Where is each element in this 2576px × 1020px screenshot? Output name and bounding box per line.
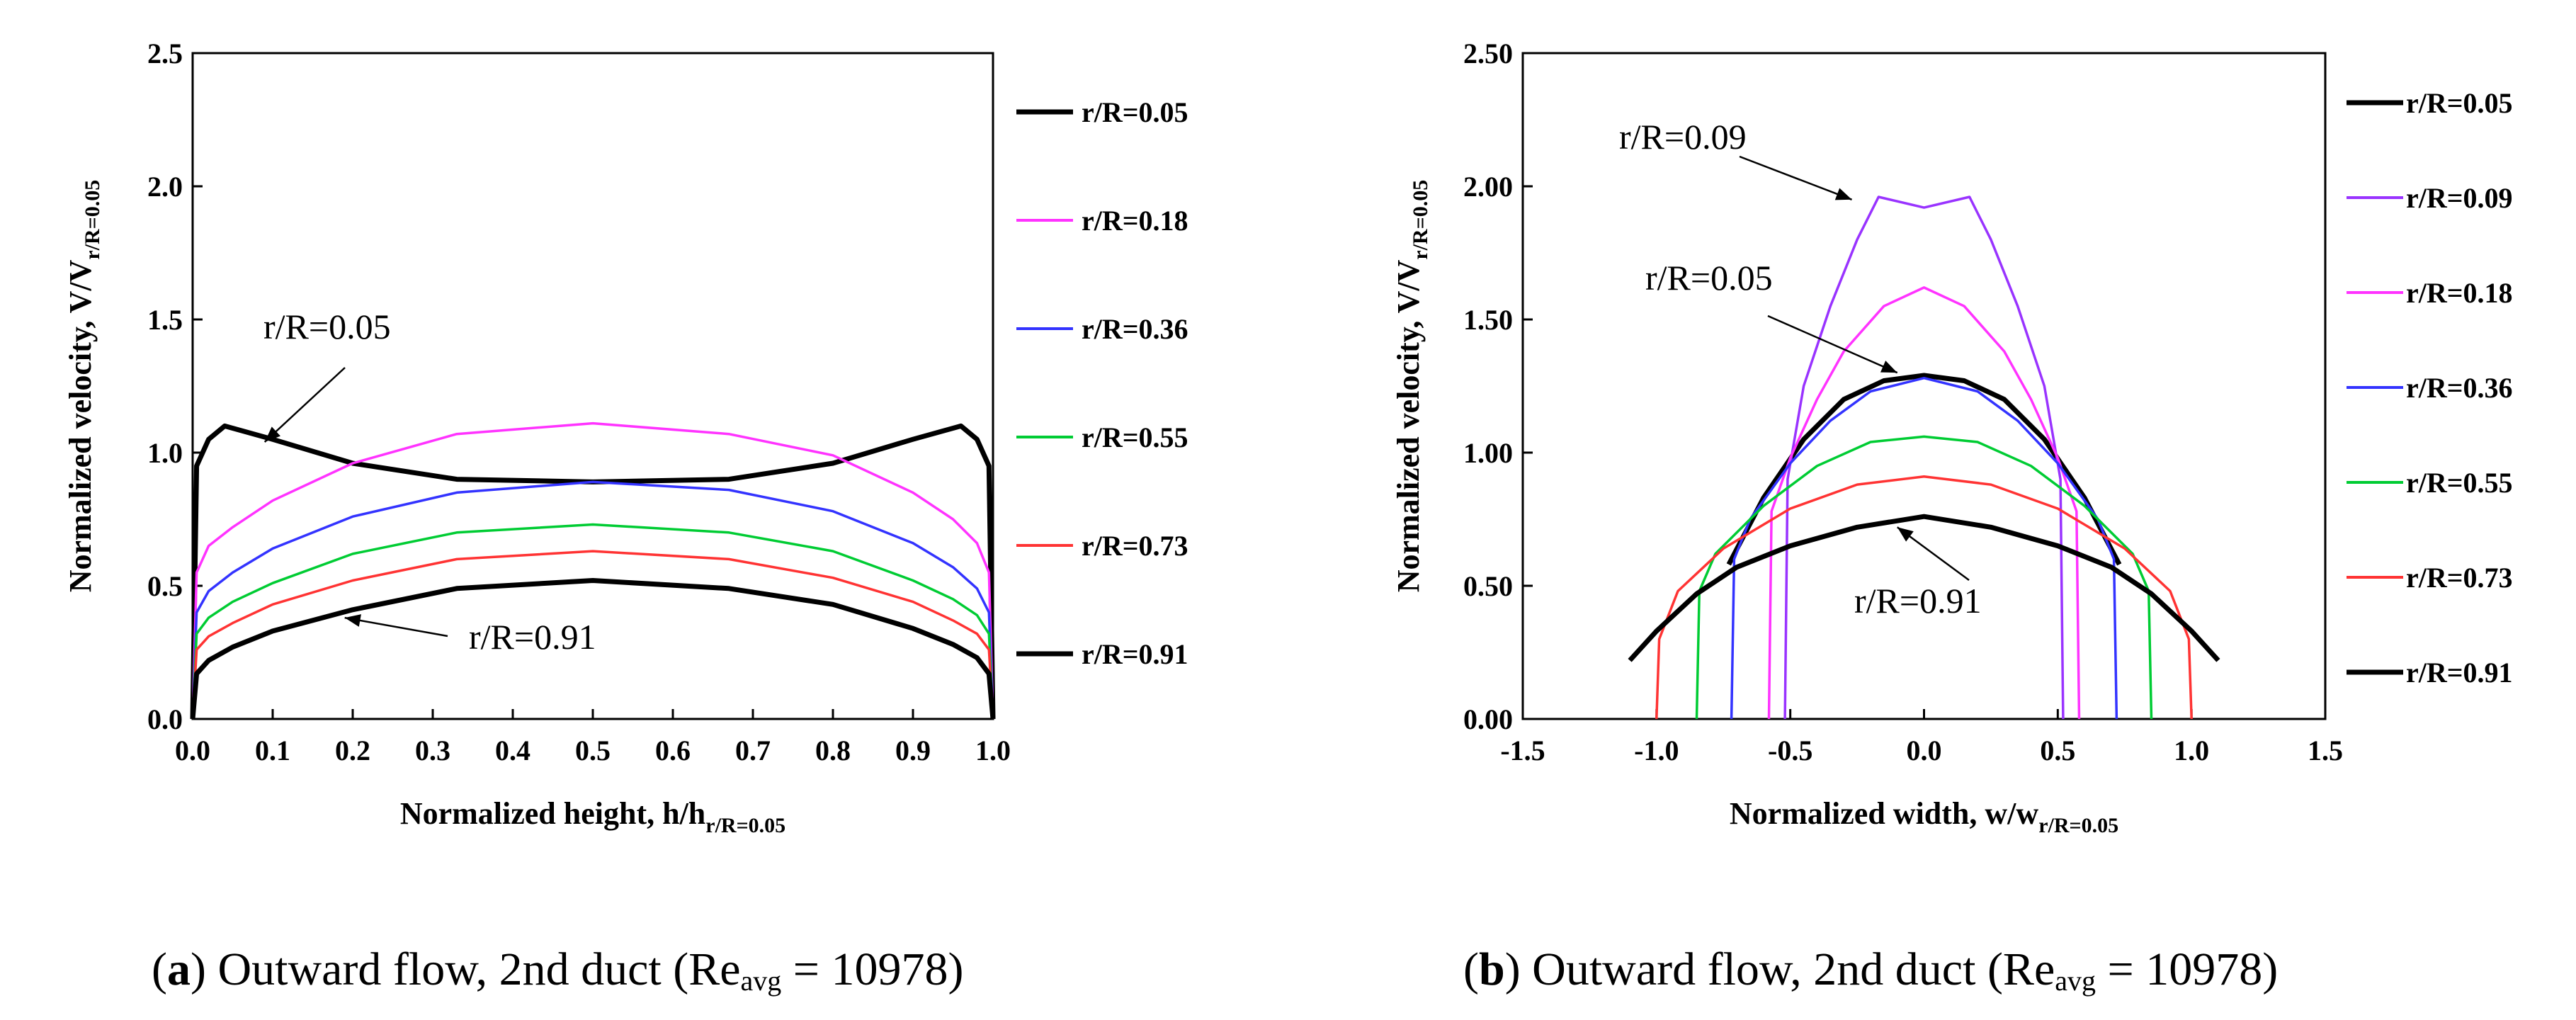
x-tick-label: 0.8 — [815, 735, 851, 766]
x-tick-label: 0.5 — [575, 735, 611, 766]
x-tick-label: 1.0 — [975, 735, 1011, 766]
x-axis-label-sub: r/R=0.05 — [705, 814, 785, 837]
annotation-arrow-line — [344, 616, 448, 638]
chart-panel-a: 0.0 0.1 0.2 0.3 0.4 0.5 0.6 0.7 0.8 0.9 1.0 0.0 0.5 1… — [63, 38, 1188, 997]
caption-text: ) Outward flow, 2nd duct (Re — [1505, 944, 2055, 995]
annotation-label: r/R=0.09 — [1619, 117, 1747, 157]
y-axis-label-sub: r/R=0.05 — [81, 180, 104, 260]
x-axis-label-main: Normalized height, h/h — [400, 796, 705, 831]
y-tick-label: 0.50 — [1463, 570, 1513, 602]
x-tick-label: -1.0 — [1634, 735, 1679, 766]
panel-caption: (a) Outward flow, 2nd duct (Reavg = 1097… — [152, 944, 963, 997]
caption-open: ( — [152, 944, 167, 995]
x-tick-label: 0.3 — [415, 735, 450, 766]
series-line-r/R=0.05 — [190, 423, 996, 720]
y-axis-label-main: Normalized velocity, V/V — [63, 259, 98, 592]
y-tick-label: 0.0 — [147, 703, 183, 735]
y-axis-label-main: Normalized velocity, V/V — [1391, 259, 1426, 592]
y-tick-label: 1.00 — [1463, 437, 1513, 469]
annotation-arrow-line — [263, 367, 346, 443]
y-tick-label: 2.50 — [1463, 38, 1513, 69]
y-tick-label: 0.00 — [1463, 703, 1513, 735]
legend-label: r/R=0.55 — [2406, 467, 2513, 499]
x-axis-label: Normalized width, w/wr/R=0.05 — [1730, 796, 2118, 837]
caption-panel-letter: a — [167, 944, 191, 995]
legend-label: r/R=0.18 — [2406, 277, 2513, 309]
x-tick-label: 0.7 — [735, 735, 771, 766]
annotation-label: r/R=0.91 — [469, 617, 596, 657]
x-tick-label: -1.5 — [1500, 735, 1545, 766]
caption-end: = 10978) — [781, 944, 963, 995]
legend-label: r/R=0.73 — [1082, 530, 1188, 562]
series-line-r/R=0.36 — [191, 480, 994, 720]
caption-end: = 10978) — [2096, 944, 2278, 995]
annotation-label: r/R=0.05 — [1645, 258, 1773, 298]
y-tick-label: 2.00 — [1463, 171, 1513, 203]
x-tick-label: 0.9 — [895, 735, 931, 766]
annotation-arrow-head — [264, 426, 280, 442]
x-tick-label: 1.5 — [2308, 735, 2343, 766]
series-line-r/R=0.73 — [191, 550, 994, 720]
annotation-label: r/R=0.91 — [1854, 581, 1982, 620]
series-line-r/R=0.91 — [190, 578, 996, 720]
legend-label: r/R=0.09 — [2406, 182, 2513, 214]
annotation-arrow-head — [1880, 361, 1897, 373]
y-tick-label: 0.5 — [147, 570, 183, 602]
x-tick-label: -0.5 — [1768, 735, 1812, 766]
legend-label: r/R=0.05 — [2406, 87, 2513, 119]
annotation-arrow-line — [1767, 314, 1898, 374]
y-axis-label-sub: r/R=0.05 — [1409, 180, 1432, 260]
legend-label: r/R=0.55 — [1082, 421, 1188, 453]
x-axis-label: Normalized height, h/hr/R=0.05 — [400, 796, 785, 837]
x-tick-label: 0.6 — [655, 735, 691, 766]
y-tick-label: 1.5 — [147, 304, 183, 336]
panel-caption: (b) Outward flow, 2nd duct (Reavg = 1097… — [1463, 944, 2278, 997]
caption-subscript: avg — [741, 965, 782, 997]
x-axis-label-sub: r/R=0.05 — [2038, 814, 2118, 837]
x-tick-label: 0.4 — [495, 735, 530, 766]
x-tick-label: 0.5 — [2040, 735, 2075, 766]
x-tick-label: 0.2 — [335, 735, 370, 766]
series-line-r/R=0.18 — [191, 421, 994, 720]
annotation-arrow-head — [1834, 188, 1852, 200]
caption-panel-letter: b — [1479, 944, 1505, 995]
annotation-arrow-head — [344, 614, 361, 627]
series-line-r/R=0.91 — [1628, 514, 2220, 662]
y-tick-label: 1.0 — [147, 437, 183, 469]
series-line-r/R=0.55 — [1695, 435, 2153, 720]
chart-panel-b: -1.5 -1.0 -0.5 0.0 0.5 1.0 1.5 0.00 0.50 1.00 1.50… — [1391, 38, 2513, 997]
series-line-r/R=0.55 — [191, 523, 994, 720]
y-tick-label: 2.5 — [147, 38, 183, 69]
legend-label: r/R=0.36 — [1082, 313, 1188, 345]
y-axis-label: Normalized velocity, V/Vr/R=0.05 — [63, 180, 104, 593]
series-line-r/R=0.73 — [1655, 475, 2193, 720]
x-tick-label: 0.0 — [175, 735, 210, 766]
legend-label: r/R=0.36 — [2406, 372, 2513, 404]
caption-subscript: avg — [2055, 965, 2096, 997]
legend-label: r/R=0.05 — [1082, 96, 1188, 128]
annotation-arrow-head — [1897, 527, 1914, 542]
x-tick-label: 1.0 — [2174, 735, 2209, 766]
y-tick-label: 1.50 — [1463, 304, 1513, 336]
x-tick-label: 0.1 — [255, 735, 290, 766]
x-tick-label: 0.0 — [1907, 735, 1942, 766]
series-line-r/R=0.18 — [1767, 286, 2081, 720]
legend-label: r/R=0.18 — [1082, 205, 1188, 237]
legend-label: r/R=0.91 — [2406, 657, 2513, 688]
annotation-arrow-line — [1739, 155, 1852, 200]
series-line-r/R=0.09 — [1783, 196, 2065, 720]
y-tick-label: 2.0 — [147, 171, 183, 203]
y-axis-label: Normalized velocity, V/Vr/R=0.05 — [1391, 180, 1432, 593]
annotation-label: r/R=0.05 — [263, 307, 391, 346]
x-axis-label-main: Normalized width, w/w — [1730, 796, 2039, 831]
legend-label: r/R=0.91 — [1082, 638, 1188, 670]
caption-text: ) Outward flow, 2nd duct (Re — [191, 944, 741, 995]
legend-label: r/R=0.73 — [2406, 562, 2513, 594]
caption-open: ( — [1463, 944, 1479, 995]
